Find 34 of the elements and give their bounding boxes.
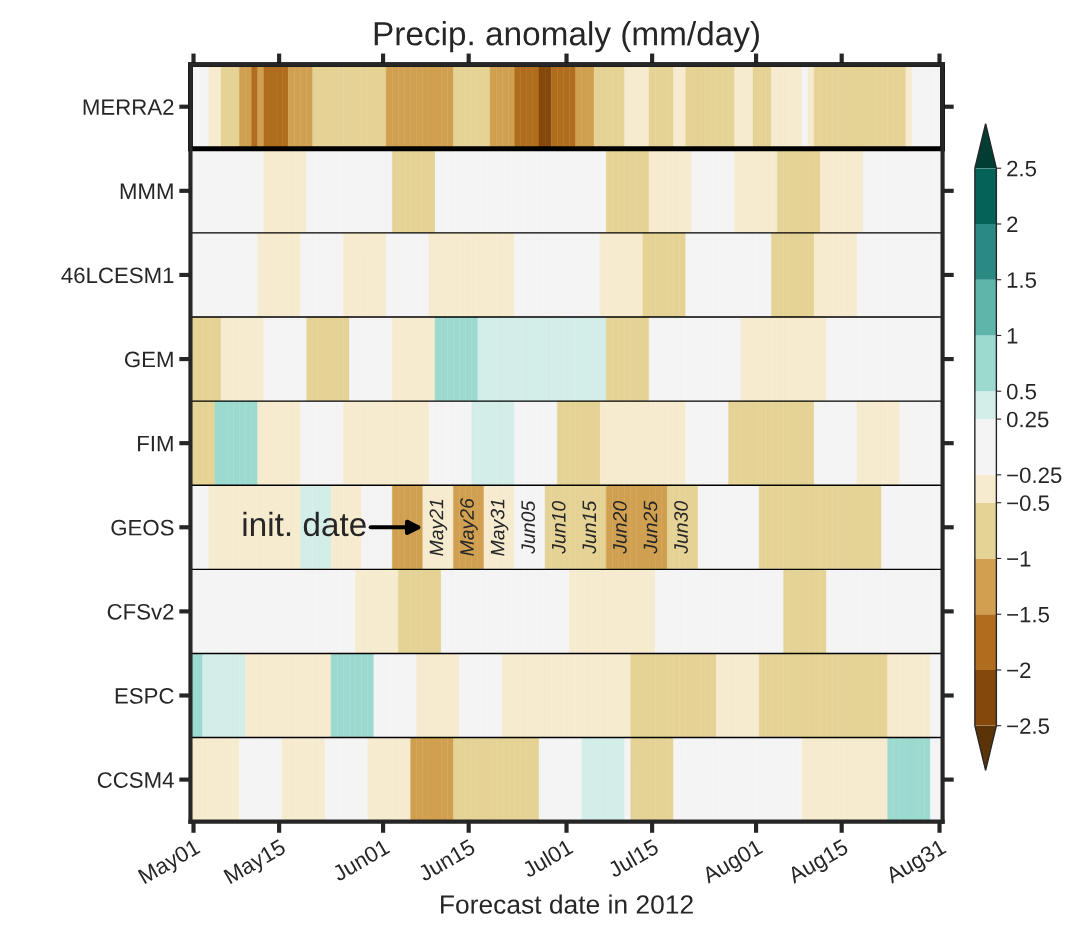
color-bar-label: −0.25	[1007, 467, 1062, 484]
color-bar-label: 2.5	[1007, 160, 1037, 177]
color-bar-label: −1	[1007, 551, 1031, 567]
data-label: Jun15	[582, 500, 597, 554]
y-tick-label: MMM	[120, 183, 173, 199]
y-tick-label: GEM	[124, 351, 173, 368]
data-label: May31	[490, 499, 509, 556]
color-bar-label: 1.5	[1007, 272, 1037, 288]
y-tick-label: 46LCESM1	[61, 267, 174, 284]
color-bar-label: 2	[1007, 216, 1018, 233]
color-bar-label: 0.5	[1006, 383, 1037, 400]
y-tick-label: MERRA2	[83, 99, 174, 115]
annotation: init. date	[243, 511, 366, 537]
color-bar-label: −0.5	[1007, 495, 1050, 511]
data-label: Jun20	[613, 500, 627, 554]
color-bar-label: −2.5	[1007, 718, 1050, 734]
data-label: Jun30	[674, 500, 688, 554]
y-tick-label: CFSv2	[107, 603, 174, 620]
data-label: May21	[429, 499, 448, 556]
y-tick-label: GEOS	[111, 519, 174, 536]
color-bar-label: 0.25	[1006, 411, 1049, 428]
color-bar-label: 1	[1007, 328, 1018, 344]
y-tick-label: FIM	[138, 435, 173, 452]
color-bar-label: −1.5	[1007, 606, 1050, 623]
color-bar-label: −2	[1007, 662, 1031, 679]
data-label: Jun05	[521, 500, 536, 554]
data-label: Jun10	[551, 500, 566, 554]
chart-title: Precip. anomaly (mm/day)	[374, 21, 759, 53]
data-label: Jun25	[643, 500, 658, 554]
x-tick-label: Jul01	[520, 838, 574, 879]
y-tick-label: CCSM4	[97, 772, 174, 788]
y-tick-label: ESPC	[115, 688, 174, 704]
x-axis-title: Forecast date in 2012	[441, 894, 693, 914]
data-label: May26	[460, 498, 478, 556]
